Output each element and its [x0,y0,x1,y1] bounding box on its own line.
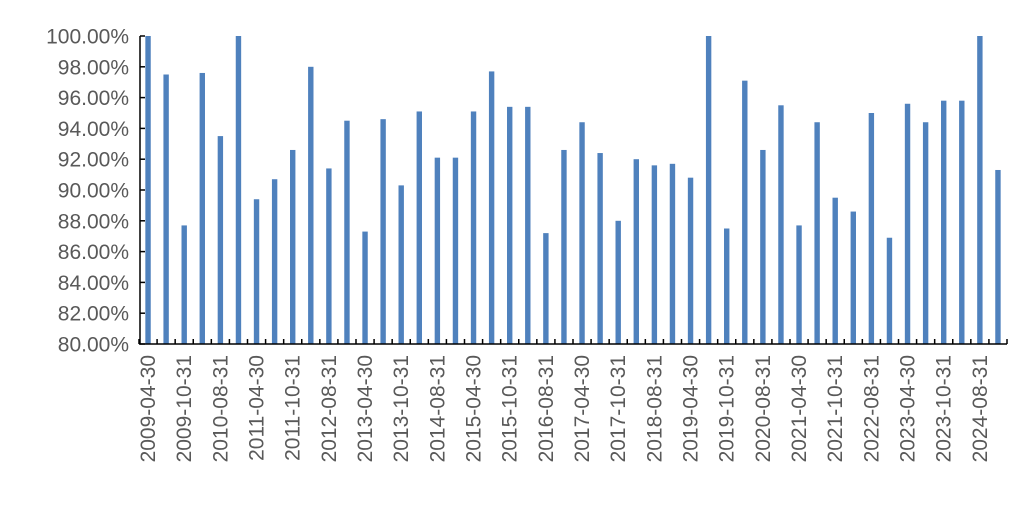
bar [271,179,278,344]
bar [995,169,1001,344]
bar [235,36,242,344]
x-tick-label: 2017-04-30 [571,355,594,462]
y-tick-label: 88.00% [58,210,129,233]
x-tick-label: 2019-04-30 [680,355,703,462]
bar [308,66,314,345]
bar [145,36,151,344]
bar [760,149,766,344]
x-tick-label: 2023-04-30 [897,355,920,462]
y-tick-label: 96.00% [58,87,129,110]
x-tick-label: 2012-08-31 [318,355,341,462]
x-axis: 2009-04-30 2009-10-31 2010-08-31 2011-04-30… [137,339,1008,462]
bar [217,136,224,344]
bar [488,71,495,345]
bar [380,119,386,344]
bar [470,111,477,345]
bar [977,36,983,344]
bar [742,80,748,344]
x-tick-label: 2011-10-31 [282,355,305,461]
bar [868,113,875,344]
bar [416,111,422,345]
x-tick-label: 2009-04-30 [137,355,160,462]
x-tick-label: 2019-10-31 [716,355,739,462]
bar [832,197,838,344]
bar [959,100,965,345]
bar [398,185,404,344]
y-tick-label: 94.00% [58,118,129,141]
x-tick-label: 2018-08-31 [643,355,666,462]
bar [163,74,169,344]
x-tick-label: 2020-08-31 [752,355,775,462]
bar [561,149,567,344]
x-tick-label: 2014-08-31 [426,355,449,462]
x-tick-label: 2023-10-31 [933,355,956,462]
x-tick-label: 2013-04-30 [354,355,377,462]
y-tick-label: 98.00% [58,56,129,79]
x-tick-label: 2021-04-30 [788,355,811,462]
bar [705,36,712,344]
bar [579,122,585,345]
bar [633,159,639,344]
bar [326,168,332,344]
x-tick-label: 2024-08-31 [969,355,992,462]
bar [778,105,784,344]
bar [434,157,441,344]
y-tick-label: 100.00% [46,26,129,49]
y-tick-label: 86.00% [58,241,129,264]
bar [597,153,603,344]
bar [290,149,296,344]
x-tick-label: 2009-10-31 [173,355,196,462]
y-tick-label: 92.00% [58,149,129,172]
bar [886,237,893,344]
bar [507,106,513,344]
y-tick-label: 90.00% [58,180,129,203]
y-axis: 80.00% 82.00% 84.00% 86.00% 88.00% 90.00% 92.0… [46,26,145,357]
y-tick-label: 84.00% [58,272,129,295]
bar [669,163,676,344]
bars-group [145,36,1001,345]
x-tick-label: 2013-10-31 [390,355,413,462]
bar [452,157,459,344]
bar [814,122,820,345]
bar [181,225,187,344]
bar [362,231,368,344]
bar [525,106,531,344]
bar [543,233,549,344]
bar [904,103,911,344]
x-tick-label: 2017-10-31 [607,355,630,462]
x-tick-label: 2011-04-30 [246,355,269,461]
bar [850,211,856,344]
x-tick-label: 2021-10-31 [824,355,847,462]
bar [724,228,730,344]
bar [796,225,802,344]
x-tick-label: 2015-04-30 [463,355,486,462]
x-tick-label: 2015-10-31 [499,355,522,462]
bar [344,120,350,344]
x-tick-label: 2022-08-31 [860,355,883,462]
bar [922,122,929,345]
bar [651,165,658,344]
y-tick-label: 80.00% [58,334,129,357]
bar [941,100,947,345]
y-tick-label: 82.00% [58,303,129,326]
x-tick-label: 2016-08-31 [535,355,558,462]
bar [253,199,260,344]
bar [199,72,205,345]
x-tick-label: 2010-08-31 [209,355,232,462]
bar [615,220,621,344]
bar [687,177,694,344]
